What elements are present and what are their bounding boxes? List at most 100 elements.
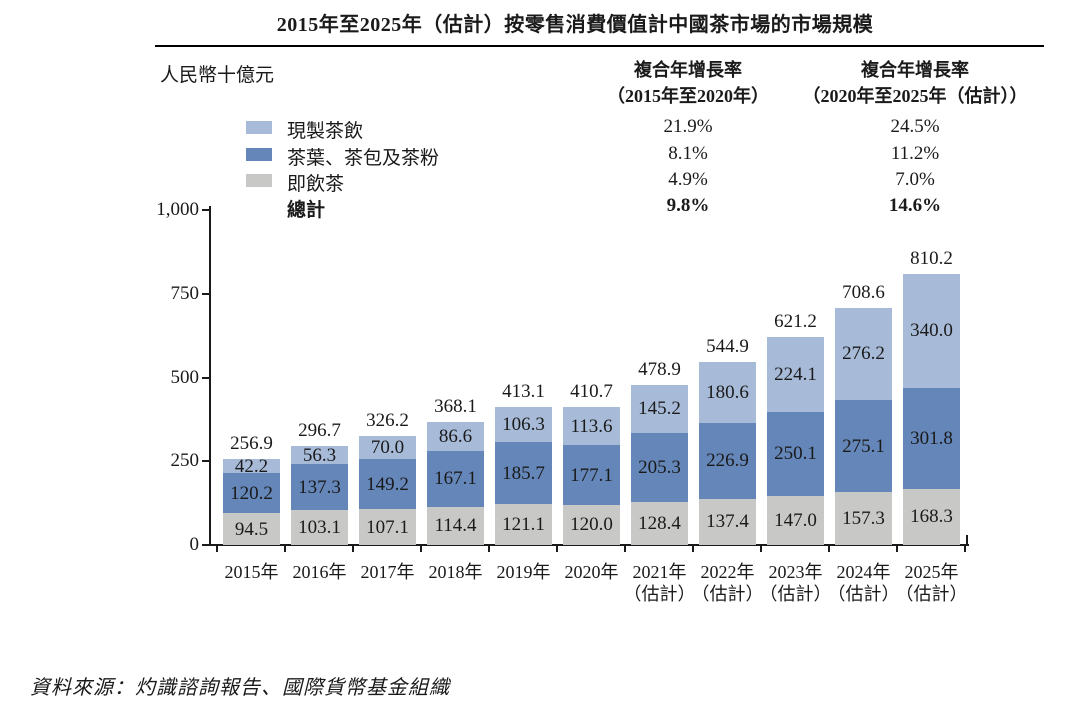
cagr-header-2015-2020: 複合年增長率 （2015年至2020年） — [558, 57, 818, 109]
bar-segment-value: 70.0 — [370, 436, 405, 458]
y-axis-tick — [202, 209, 210, 211]
y-axis-tick — [202, 292, 210, 295]
bar-total-value: 410.7 — [570, 381, 613, 403]
y-axis-tick-label: 750 — [170, 282, 200, 304]
bar-total-value: 326.2 — [366, 409, 409, 431]
bar-total-value: 810.2 — [910, 247, 953, 269]
bar-segment — [835, 492, 892, 545]
x-axis-label: 2021年 （估計） — [617, 561, 702, 605]
bar-segment — [427, 421, 484, 451]
cagr-header-period: （2015年至2020年） — [607, 86, 769, 106]
y-axis-tick — [202, 544, 210, 546]
bar-segment — [767, 411, 824, 496]
bar-segment — [359, 459, 416, 510]
bar-segment — [223, 473, 280, 514]
bar-segment-value: 137.3 — [298, 476, 341, 498]
bar-segment-value: 145.2 — [638, 398, 681, 420]
x-axis-label: 2019年 — [481, 561, 566, 583]
source-note: 資料來源：灼識諮詢報告、國際貨幣基金組織 — [30, 677, 450, 699]
x-axis-year: 2020年 — [564, 562, 619, 582]
bar-segment — [699, 422, 756, 499]
x-axis-line — [209, 544, 969, 546]
bar-segment-value: 276.2 — [842, 343, 885, 365]
bar-segment — [291, 464, 348, 511]
bar-total-value: 296.7 — [298, 419, 341, 441]
bar-segment-value: 224.1 — [774, 363, 817, 385]
bar-segment — [903, 273, 960, 388]
x-axis-tick — [624, 546, 626, 552]
bar-segment-value: 120.0 — [570, 514, 613, 536]
x-axis-label: 2023年 （估計） — [753, 561, 838, 605]
bar-segment — [563, 407, 620, 446]
cagr-header-2020-2025: 複合年增長率 （2020年至2025年（估計）） — [775, 57, 1055, 109]
bar-segment-value: 250.1 — [774, 443, 817, 465]
bar-segment — [291, 445, 348, 465]
cagr-value-2015-2020: 8.1% — [668, 143, 708, 164]
bar-segment-value: 226.9 — [706, 450, 749, 472]
legend-label: 即飲茶 — [287, 174, 345, 195]
cagr-value-2015-2020: 9.8% — [666, 195, 710, 216]
legend-swatch — [246, 148, 272, 161]
bar-segment-value: 177.1 — [570, 464, 613, 486]
bar-segment — [291, 510, 348, 545]
cagr-value-2020-2025: 11.2% — [890, 143, 940, 164]
x-axis-tick — [556, 546, 558, 552]
y-axis-line — [209, 206, 211, 545]
bar-segment — [223, 458, 280, 474]
x-axis-label: 2025年 （估計） — [889, 561, 974, 605]
x-axis-estimate-note: （估計） — [623, 584, 696, 604]
bar-segment-value: 120.2 — [230, 482, 273, 504]
y-axis-tick — [202, 460, 210, 463]
bar-segment-value: 168.3 — [910, 506, 953, 528]
bar-segment-value: 205.3 — [638, 457, 681, 479]
bar-segment — [495, 504, 552, 545]
bar-segment — [359, 435, 416, 460]
y-axis-tick-label: 250 — [170, 450, 200, 472]
bar-segment-value: 128.4 — [638, 512, 681, 534]
bar-segment — [903, 488, 960, 545]
bar-segment — [767, 495, 824, 545]
y-axis-tick-label: 0 — [189, 534, 200, 555]
bar-segment — [223, 513, 280, 545]
x-axis-label: 2024年 （估計） — [821, 561, 906, 605]
bar-total-value: 413.1 — [502, 380, 545, 402]
bar-total-value: 621.2 — [774, 310, 817, 332]
x-axis-estimate-note: （估計） — [827, 584, 900, 604]
bar-segment-value: 113.6 — [570, 415, 613, 437]
x-axis-tick — [828, 546, 830, 552]
x-axis-label: 2017年 — [345, 561, 430, 583]
x-axis-end-tick — [966, 535, 968, 545]
bar-segment — [835, 307, 892, 401]
bar-segment-value: 42.2 — [234, 455, 269, 477]
x-axis-tick — [964, 546, 966, 552]
x-axis-year: 2024年 — [836, 562, 891, 582]
y-axis-unit-label: 人民幣十億元 — [160, 65, 275, 86]
legend-swatch — [246, 174, 272, 187]
x-axis-year: 2025年 — [904, 562, 959, 582]
legend-label: 茶葉、茶包及茶粉 — [287, 148, 440, 169]
cagr-value-2015-2020: 4.9% — [668, 169, 708, 190]
bar-total-value: 478.9 — [638, 358, 681, 380]
bar-segment — [699, 498, 756, 545]
bar-segment-value: 114.4 — [434, 515, 477, 537]
x-axis-tick — [284, 546, 286, 552]
cagr-header-title: 複合年增長率 — [634, 60, 742, 80]
bar-segment — [835, 400, 892, 493]
legend-label: 現製茶飲 — [287, 121, 364, 142]
x-axis-tick — [488, 546, 490, 552]
y-axis-tick — [202, 376, 210, 379]
bar-segment — [427, 506, 484, 545]
bar-segment-value: 167.1 — [434, 468, 477, 490]
legend-total-label: 總計 — [287, 200, 326, 221]
cagr-header-title: 複合年增長率 — [861, 60, 969, 80]
bar-total-value: 256.9 — [230, 432, 273, 454]
x-axis-tick — [896, 546, 898, 552]
x-axis-label: 2020年 — [549, 561, 634, 583]
x-axis-year: 2018年 — [428, 562, 483, 582]
bar-segment — [495, 442, 552, 505]
bar-segment-value: 275.1 — [842, 435, 885, 457]
bar-total-value: 368.1 — [434, 395, 477, 417]
cagr-value-2015-2020: 21.9% — [663, 116, 713, 137]
x-axis-label: 2015年 — [209, 561, 294, 583]
